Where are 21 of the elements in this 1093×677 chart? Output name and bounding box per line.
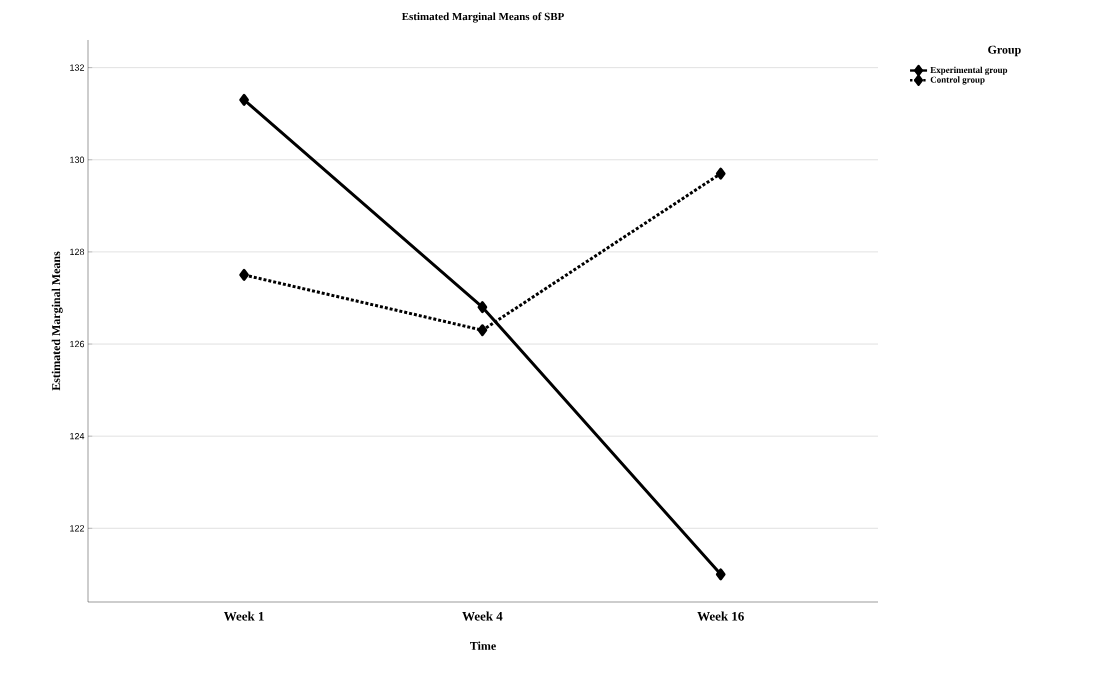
legend-label: Experimental group (930, 66, 1008, 75)
y-axis-title: Estimated Marginal Means (51, 251, 63, 391)
x-tick-label: Week 1 (223, 611, 264, 621)
point (239, 93, 249, 106)
point (239, 268, 249, 281)
y-tick-label: 128 (70, 248, 85, 256)
x-axis-title: Time (470, 641, 496, 650)
y-tick-label: 126 (70, 340, 85, 348)
legend-label: Control group (930, 76, 985, 85)
chart-title: Estimated Marginal Means of SBP (401, 12, 564, 23)
y-tick-label: 124 (70, 433, 85, 440)
x-tick-label: Week 16 (697, 611, 744, 621)
point (715, 568, 726, 581)
y-tick-label: 132 (70, 64, 85, 71)
point (715, 167, 726, 180)
y-tick-label: 122 (70, 525, 85, 532)
y-tick-label: 130 (70, 156, 85, 163)
legend-title: Group (988, 45, 1021, 57)
point (477, 301, 488, 314)
point (477, 324, 488, 337)
x-tick-label: Week 4 (462, 611, 503, 621)
